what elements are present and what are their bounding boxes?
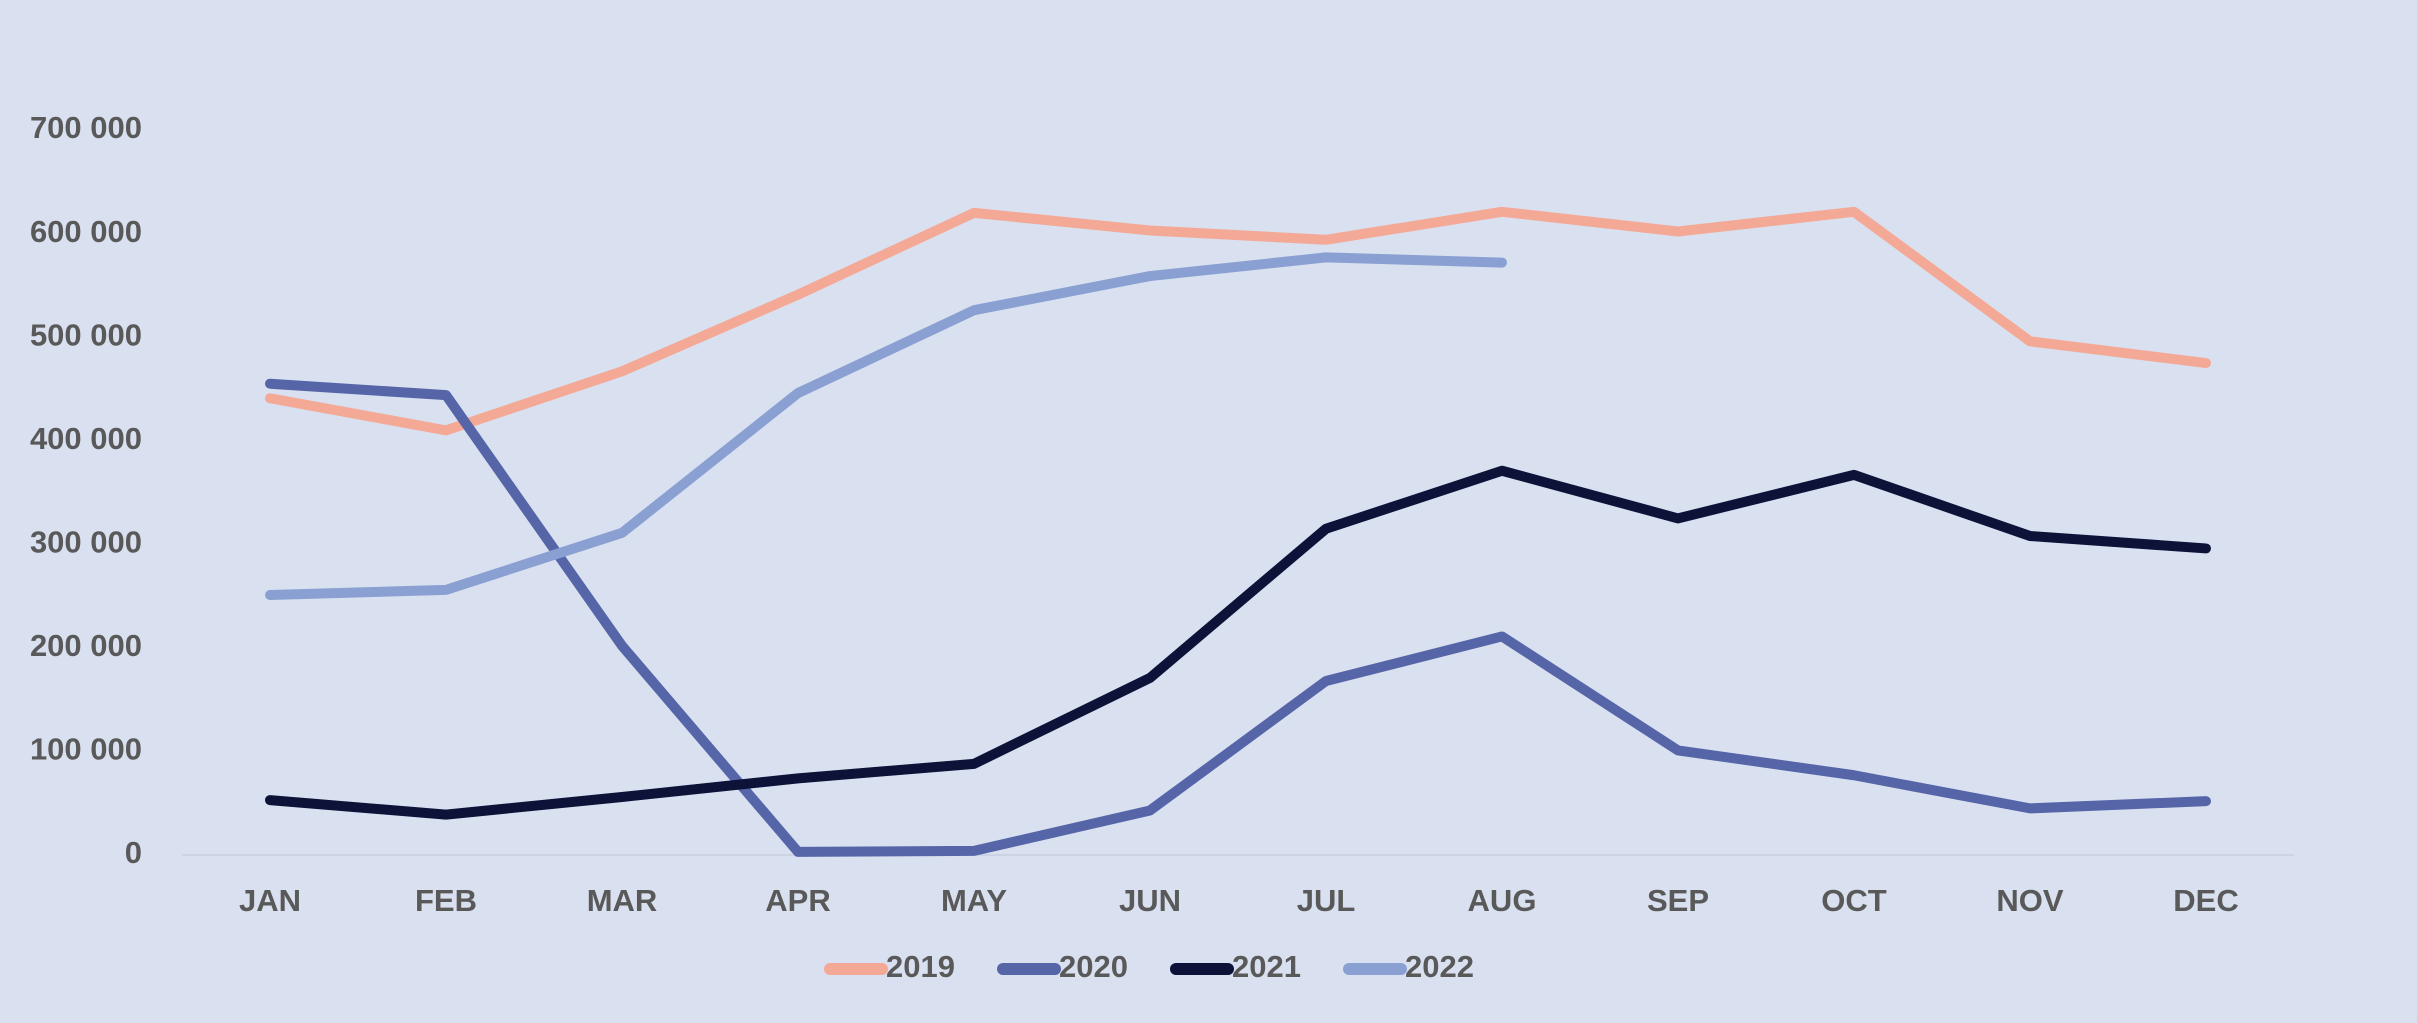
y-tick-label: 700 000 (30, 110, 142, 145)
y-tick-label: 0 (125, 835, 142, 870)
legend-label: 2020 (1059, 949, 1128, 984)
line-series (265, 206, 2211, 436)
y-tick-label: 100 000 (30, 732, 142, 767)
x-tick-label: NOV (1996, 883, 2064, 918)
legend-label: 2021 (1232, 949, 1301, 984)
x-tick-label: JAN (239, 883, 301, 918)
x-tick-label: MAR (587, 883, 658, 918)
x-tick-label: FEB (415, 883, 477, 918)
x-tick-label: AUG (1468, 883, 1537, 918)
y-tick-label: 500 000 (30, 317, 142, 352)
line-series (265, 465, 2211, 820)
legend-label: 2019 (886, 949, 955, 984)
line-series (265, 252, 1507, 601)
x-tick-label: OCT (1821, 883, 1887, 918)
y-tick-label: 600 000 (30, 214, 142, 249)
legend-label: 2022 (1405, 949, 1474, 984)
x-tick-label: MAY (941, 883, 1007, 918)
y-tick-label: 200 000 (30, 628, 142, 663)
line-series (265, 378, 2211, 857)
y-tick-label: 400 000 (30, 421, 142, 456)
x-tick-label: JUN (1119, 883, 1181, 918)
x-tick-label: APR (765, 883, 830, 918)
x-tick-label: SEP (1647, 883, 1709, 918)
x-tick-label: JUL (1297, 883, 1356, 918)
x-tick-label: DEC (2173, 883, 2238, 918)
y-tick-label: 300 000 (30, 524, 142, 559)
